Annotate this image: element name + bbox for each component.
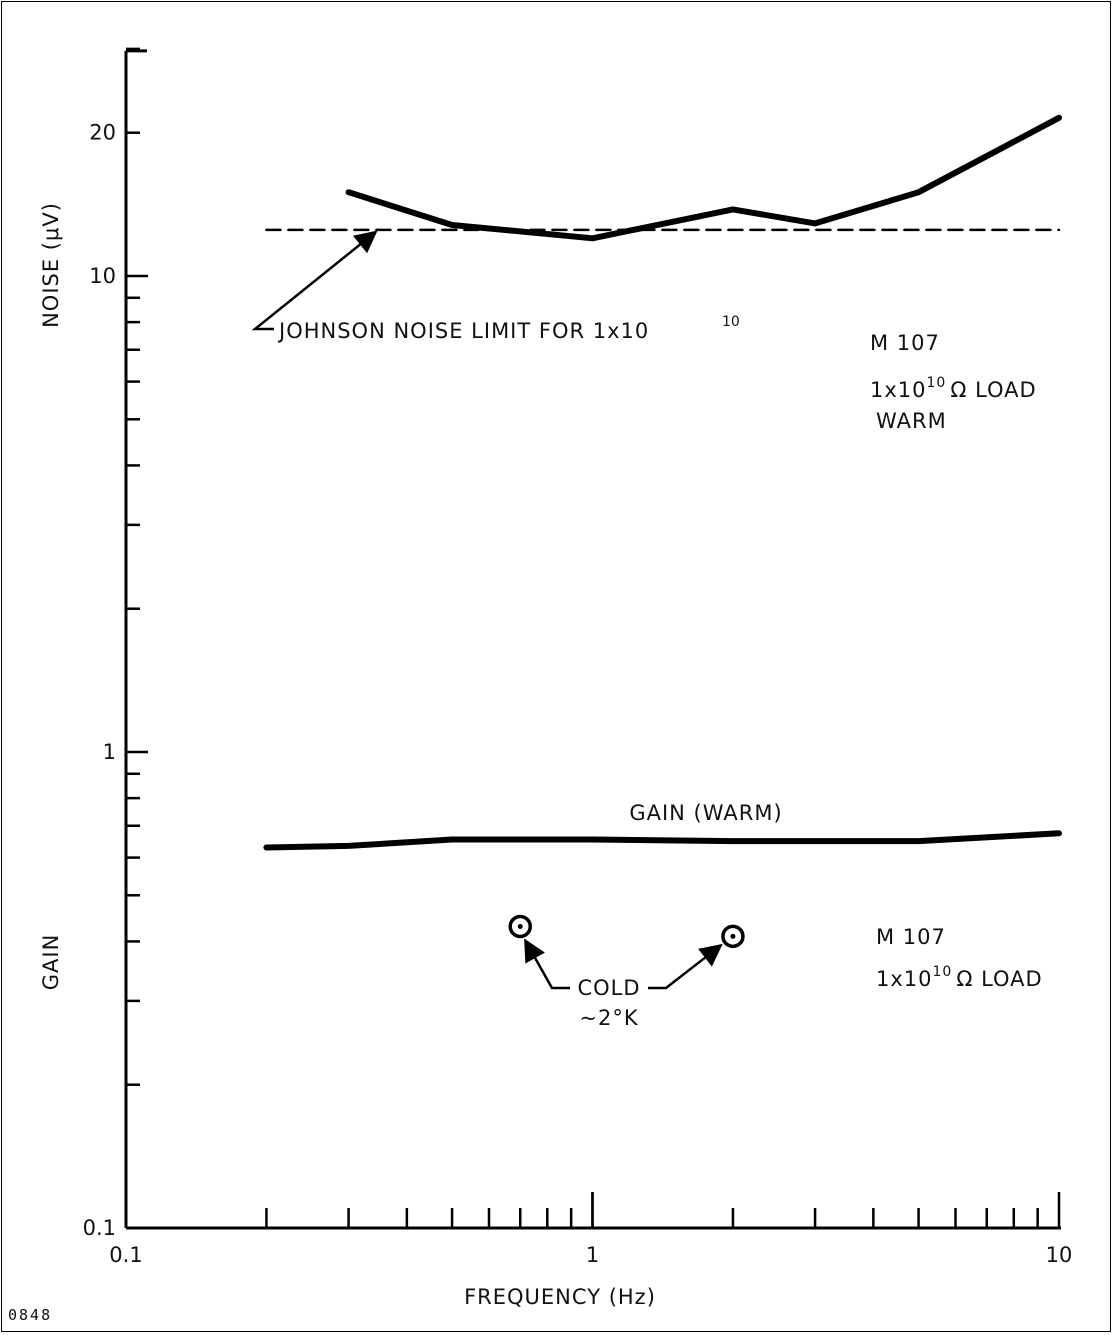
x-tick-label: 10: [1046, 1243, 1073, 1267]
gain-load-base: 1x10: [876, 967, 933, 991]
x-axis-title: FREQUENCY (Hz): [464, 1285, 656, 1309]
noise-condition-label: WARM: [876, 409, 947, 433]
cold-label: COLD: [577, 976, 640, 1000]
noise-load-exponent: 10: [927, 375, 947, 391]
y-tick-label: 1: [103, 740, 116, 764]
cold-arrow-left: [525, 940, 570, 988]
cold-point-center: [518, 924, 523, 929]
y-axis-title-noise: NOISE (μV): [39, 202, 63, 328]
gain-series-label: GAIN (WARM): [629, 801, 782, 825]
cold-temperature-label: ~2°K: [579, 1006, 638, 1030]
y-tick-label: 10: [89, 264, 116, 288]
noise-sample-label: M 107: [870, 331, 940, 355]
series-layer: [255, 118, 1059, 988]
cold-point-center: [730, 934, 735, 939]
johnson-label: JOHNSON NOISE LIMIT FOR 1x10: [277, 319, 649, 343]
y-tick-label: 20: [89, 121, 116, 145]
gain-sample-label: M 107: [876, 925, 946, 949]
johnson-label-exponent: 10: [722, 314, 740, 330]
gain-load-exponent: 10: [933, 964, 953, 980]
noise-line: [349, 118, 1059, 239]
figure-number: 0848: [8, 1306, 52, 1324]
gain-line: [266, 833, 1059, 847]
y-tick-label: 0.1: [83, 1216, 116, 1240]
y-axis-title-gain: GAIN: [39, 934, 63, 991]
gain-load-unit: Ω LOAD: [956, 967, 1042, 991]
x-tick-label: 1: [586, 1243, 599, 1267]
noise-load-unit: Ω LOAD: [950, 378, 1036, 402]
x-tick-label: 0.1: [109, 1243, 142, 1267]
noise-load-label: 1x1010 Ω LOAD: [870, 375, 1037, 402]
noise-load-base: 1x10: [870, 378, 927, 402]
gain-load-label: 1x1010 Ω LOAD: [876, 964, 1043, 991]
johnson-arrow: [255, 232, 376, 329]
cold-arrow-right: [648, 945, 721, 988]
axes: 20 10 1 0.1 0.1 1 10: [83, 49, 1073, 1267]
